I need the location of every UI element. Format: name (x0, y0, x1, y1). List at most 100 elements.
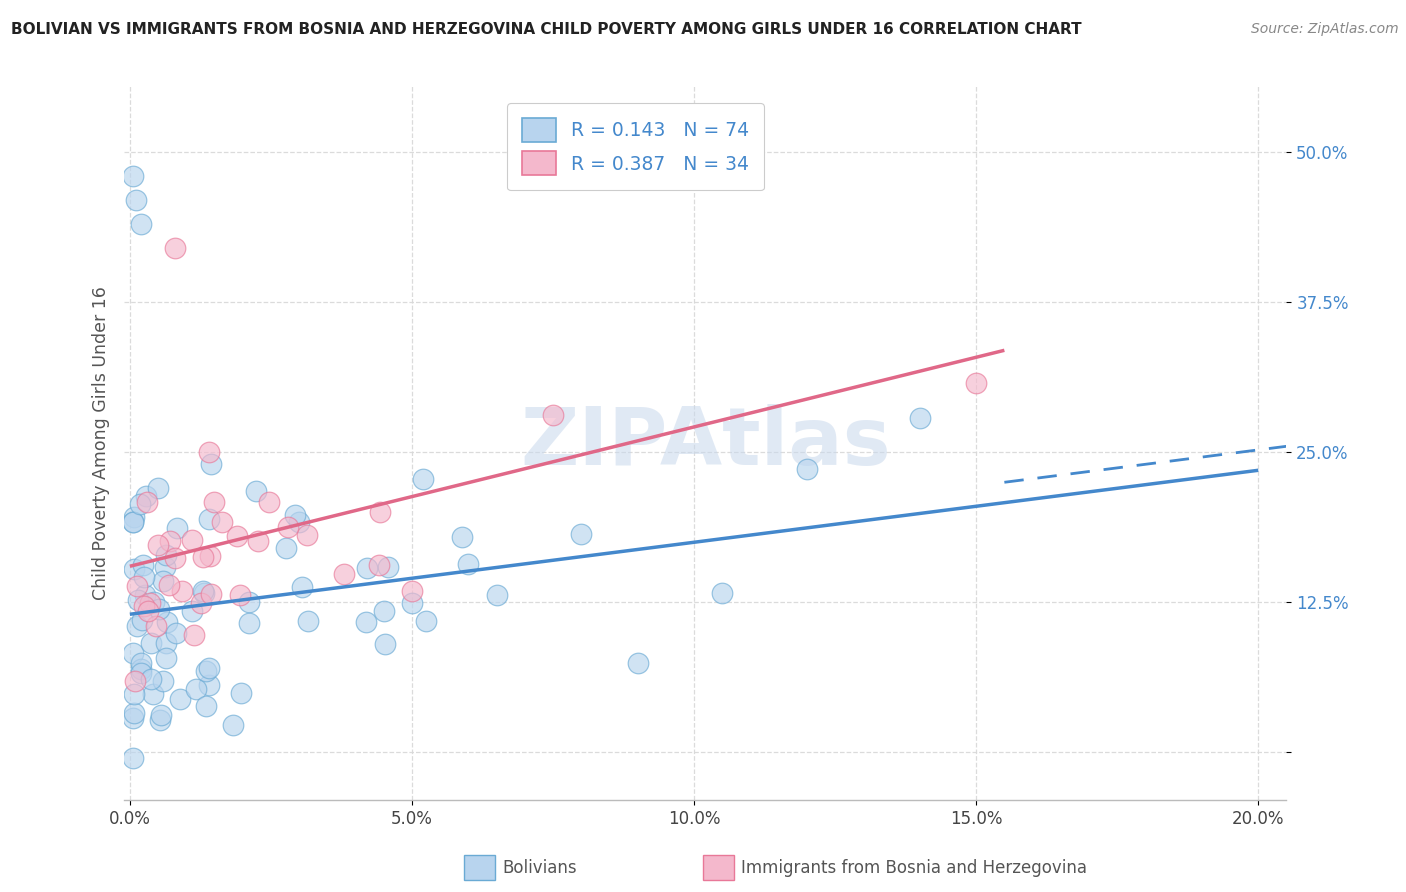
Point (141, 636, 163, 650)
Point (155, 651, 177, 665)
Point (181, 533, 204, 548)
Point (163, 241, 186, 255)
Point (193, 586, 215, 600)
Point (121, 515, 143, 529)
Point (131, 613, 153, 627)
Point (163, 550, 186, 565)
Text: BOLIVIAN VS IMMIGRANTS FROM BOSNIA AND HERZEGOVINA CHILD POVERTY AMONG GIRLS UND: BOLIVIAN VS IMMIGRANTS FROM BOSNIA AND H… (11, 22, 1081, 37)
Point (134, 588, 156, 602)
Point (145, 619, 167, 633)
Point (457, 557, 479, 571)
Point (194, 665, 217, 679)
Point (257, 495, 280, 509)
Point (415, 615, 437, 629)
Point (141, 673, 163, 687)
Point (149, 713, 172, 727)
Point (129, 497, 152, 511)
Point (373, 604, 395, 618)
Point (129, 665, 152, 680)
Point (155, 636, 177, 650)
Point (152, 574, 174, 588)
Point (401, 583, 423, 598)
Point (796, 462, 818, 476)
Point (238, 616, 260, 631)
Point (193, 549, 215, 564)
Point (401, 596, 423, 610)
Point (412, 472, 434, 486)
Point (354, 615, 377, 629)
Point (157, 578, 180, 592)
Point (197, 661, 219, 675)
Point (368, 505, 391, 519)
Point (121, 751, 143, 765)
Point (297, 615, 319, 629)
Point (226, 529, 249, 543)
Point (132, 558, 155, 573)
Point (146, 538, 169, 552)
Point (198, 549, 221, 563)
Point (142, 687, 165, 701)
Point (180, 604, 202, 618)
Point (124, 706, 146, 720)
Point (200, 458, 222, 472)
Point (127, 578, 149, 592)
Point (627, 657, 650, 671)
Point (125, 619, 148, 633)
Point (197, 445, 219, 459)
Y-axis label: Child Poverty Among Girls Under 16: Child Poverty Among Girls Under 16 (93, 286, 110, 600)
Point (274, 541, 297, 555)
Point (186, 682, 208, 697)
Point (121, 646, 143, 660)
Point (202, 495, 225, 509)
Point (121, 169, 143, 184)
Legend: R = 0.143   N = 74, R = 0.387   N = 34: R = 0.143 N = 74, R = 0.387 N = 34 (508, 103, 763, 190)
Point (124, 194, 146, 208)
Text: Immigrants from Bosnia and Herzegovina: Immigrants from Bosnia and Herzegovina (741, 859, 1087, 877)
Point (198, 512, 221, 526)
Point (333, 567, 356, 582)
Point (136, 604, 159, 618)
Point (135, 489, 157, 503)
Point (153, 560, 176, 574)
Point (166, 521, 188, 535)
Point (152, 673, 174, 688)
Point (149, 707, 172, 722)
Point (190, 596, 212, 610)
Point (283, 508, 305, 522)
Point (121, 516, 143, 530)
Point (191, 583, 214, 598)
Point (277, 519, 299, 533)
Point (127, 593, 149, 607)
Point (165, 626, 187, 640)
Point (367, 558, 389, 572)
Text: ZIPAtlas: ZIPAtlas (520, 404, 891, 483)
Point (222, 718, 245, 732)
Point (124, 562, 146, 576)
Text: Bolivians: Bolivians (502, 859, 576, 877)
Point (288, 515, 311, 529)
Point (245, 483, 267, 498)
Point (291, 580, 314, 594)
Point (197, 678, 219, 692)
Point (132, 599, 155, 613)
Point (711, 586, 734, 600)
Point (965, 376, 987, 390)
Point (211, 515, 233, 529)
Point (195, 699, 218, 714)
Point (156, 615, 179, 629)
Point (170, 584, 193, 599)
Point (356, 561, 378, 575)
Point (377, 560, 399, 574)
Point (124, 673, 146, 688)
Point (231, 686, 253, 700)
Point (129, 657, 152, 671)
Point (238, 595, 260, 609)
Point (908, 411, 931, 425)
Point (183, 628, 205, 642)
Point (155, 548, 177, 562)
Point (148, 602, 170, 616)
Point (129, 217, 152, 231)
Point (246, 533, 269, 548)
Point (169, 692, 191, 706)
Point (129, 662, 152, 676)
